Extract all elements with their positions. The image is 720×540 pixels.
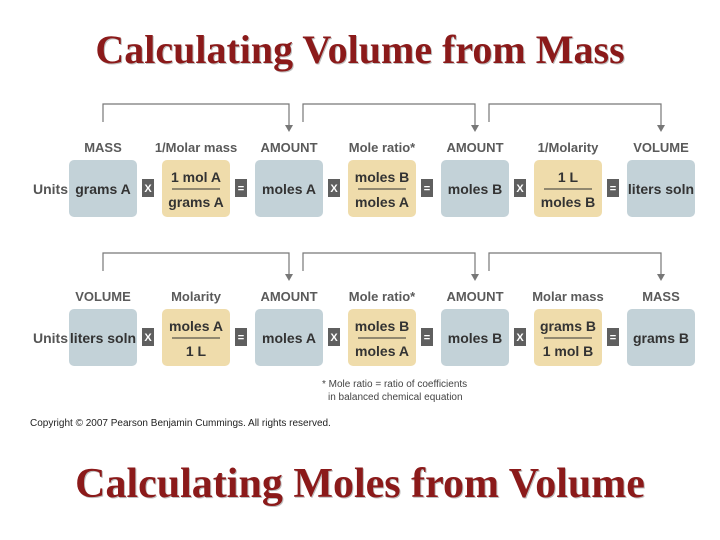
multiply-icon bbox=[142, 179, 154, 197]
quantity-box bbox=[627, 309, 695, 366]
equals-sign: = bbox=[238, 183, 244, 195]
multiply-sign: X bbox=[330, 183, 338, 195]
multiply-icon bbox=[514, 328, 526, 346]
equals-icon bbox=[607, 328, 619, 346]
quantity-text: moles B bbox=[448, 330, 502, 346]
connector-line bbox=[488, 103, 662, 126]
units-label: Units: bbox=[33, 330, 73, 346]
quantity-text: moles B bbox=[448, 181, 502, 197]
equals-icon bbox=[235, 328, 247, 346]
factor-denominator: moles A bbox=[355, 194, 409, 210]
connector-line bbox=[102, 103, 290, 126]
quantity-text: moles A bbox=[262, 330, 316, 346]
quantity-box bbox=[69, 309, 137, 366]
multiply-icon bbox=[328, 179, 340, 197]
factor-numerator: moles B bbox=[355, 318, 409, 334]
equals-icon bbox=[607, 179, 619, 197]
column-header: Molar mass bbox=[532, 289, 604, 304]
quantity-text: liters soln bbox=[628, 181, 694, 197]
quantity-box bbox=[627, 160, 695, 217]
quantity-text: liters soln bbox=[70, 330, 136, 346]
column-header: Molarity bbox=[171, 289, 222, 304]
arrow-down-icon bbox=[285, 274, 293, 281]
column-header: Mole ratio* bbox=[349, 140, 416, 155]
arrow-down-icon bbox=[285, 125, 293, 132]
connector-line bbox=[102, 252, 290, 275]
slide-title-top: Calculating Volume from Mass bbox=[95, 27, 625, 72]
equals-icon bbox=[421, 179, 433, 197]
quantity-text: moles A bbox=[262, 181, 316, 197]
arrow-down-icon bbox=[471, 125, 479, 132]
factor-numerator: 1 mol A bbox=[171, 169, 221, 185]
multiply-sign: X bbox=[144, 332, 152, 344]
connector-line bbox=[488, 252, 662, 275]
column-header: AMOUNT bbox=[260, 140, 317, 155]
quantity-box bbox=[441, 309, 509, 366]
quantity-box bbox=[441, 160, 509, 217]
multiply-sign: X bbox=[144, 183, 152, 195]
arrow-down-icon bbox=[657, 274, 665, 281]
column-header: AMOUNT bbox=[446, 140, 503, 155]
multiply-icon bbox=[514, 179, 526, 197]
arrow-down-icon bbox=[657, 125, 665, 132]
arrow-down-icon bbox=[471, 274, 479, 281]
factor-numerator: moles A bbox=[169, 318, 223, 334]
column-header: VOLUME bbox=[633, 140, 689, 155]
factor-denominator: grams A bbox=[168, 194, 224, 210]
equals-icon bbox=[235, 179, 247, 197]
equals-sign: = bbox=[424, 183, 430, 195]
multiply-sign: X bbox=[516, 183, 524, 195]
factor-denominator: moles A bbox=[355, 343, 409, 359]
factor-numerator: moles B bbox=[355, 169, 409, 185]
footnote-line-1: * Mole ratio = ratio of coefficients bbox=[322, 379, 467, 390]
quantity-text: grams A bbox=[75, 181, 131, 197]
equals-sign: = bbox=[610, 183, 616, 195]
multiply-icon bbox=[328, 328, 340, 346]
multiply-icon bbox=[142, 328, 154, 346]
connector-line bbox=[302, 252, 476, 275]
equals-sign: = bbox=[610, 332, 616, 344]
column-header: MASS bbox=[84, 140, 122, 155]
factor-denominator: 1 mol B bbox=[543, 343, 594, 359]
column-header: AMOUNT bbox=[446, 289, 503, 304]
factor-numerator: grams B bbox=[540, 318, 596, 334]
connector-line bbox=[302, 103, 476, 126]
column-header: AMOUNT bbox=[260, 289, 317, 304]
quantity-box bbox=[255, 160, 323, 217]
conversion-row-2: Units: VOLUME liters soln Molarity moles A 1 … bbox=[33, 252, 695, 366]
multiply-sign: X bbox=[516, 332, 524, 344]
quantity-text: grams B bbox=[633, 330, 689, 346]
column-header: Mole ratio* bbox=[349, 289, 416, 304]
copyright-notice: Copyright © 2007 Pearson Benjamin Cummin… bbox=[30, 418, 331, 429]
conversion-row-1: Units: MASS grams A 1/Molar mass 1 mol A gram… bbox=[33, 103, 695, 217]
equals-icon bbox=[421, 328, 433, 346]
quantity-box bbox=[255, 309, 323, 366]
equals-sign: = bbox=[424, 332, 430, 344]
factor-denominator: 1 L bbox=[186, 343, 207, 359]
equals-sign: = bbox=[238, 332, 244, 344]
column-header: VOLUME bbox=[75, 289, 131, 304]
column-header: 1/Molar mass bbox=[155, 140, 237, 155]
footnote-line-2: in balanced chemical equation bbox=[328, 392, 463, 403]
factor-denominator: moles B bbox=[541, 194, 595, 210]
slide-title-bottom: Calculating Moles from Volume bbox=[75, 461, 645, 507]
factor-numerator: 1 L bbox=[558, 169, 579, 185]
units-label: Units: bbox=[33, 181, 73, 197]
quantity-box bbox=[69, 160, 137, 217]
column-header: 1/Molarity bbox=[538, 140, 599, 155]
column-header: MASS bbox=[642, 289, 680, 304]
multiply-sign: X bbox=[330, 332, 338, 344]
